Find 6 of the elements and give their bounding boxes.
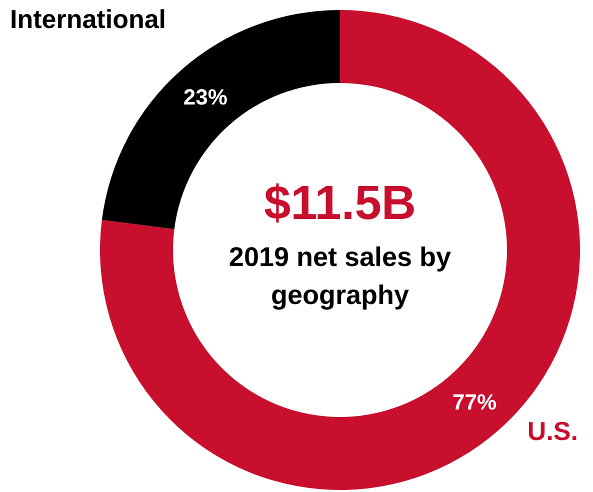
data-label: 23% [183,84,228,110]
slice-label: International [10,4,166,34]
data-label: 77% [452,390,497,415]
slice-label: U.S. [527,416,578,446]
text: 2019 net sales by geography [228,242,452,310]
text: $11.5B [264,177,416,230]
